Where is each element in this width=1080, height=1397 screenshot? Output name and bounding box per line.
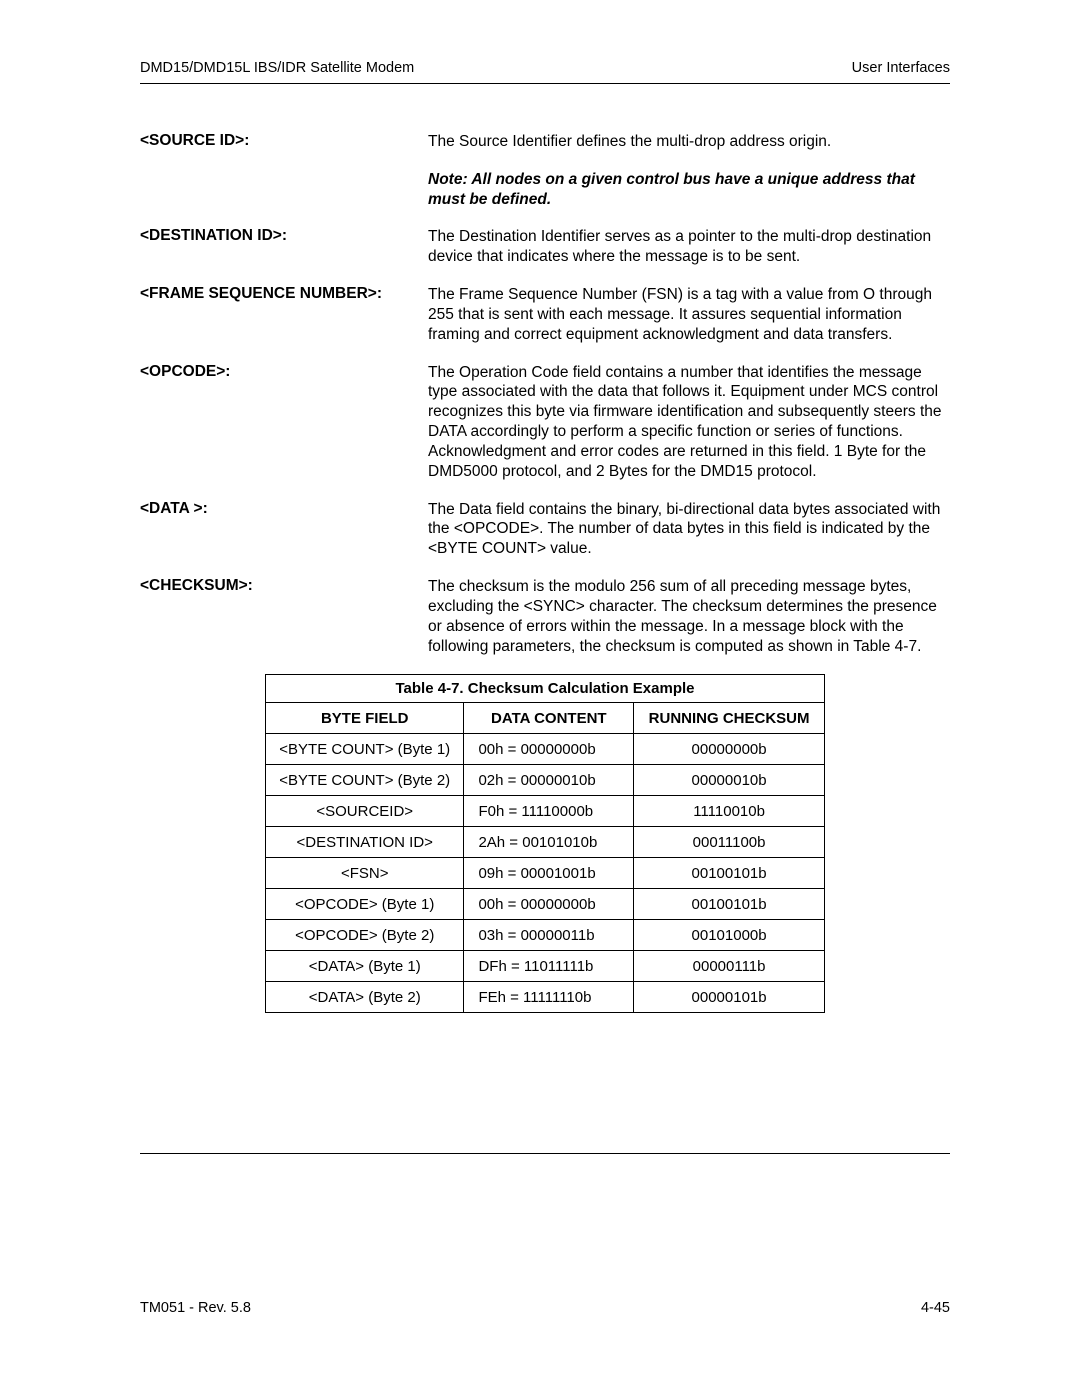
table-col-header: BYTE FIELD (266, 703, 464, 734)
table-cell: 00h = 00000000b (464, 734, 634, 765)
table-cell: <OPCODE> (Byte 2) (266, 920, 464, 951)
definition-label: <CHECKSUM>: (140, 577, 428, 595)
table-cell: <BYTE COUNT> (Byte 2) (266, 765, 464, 796)
table-cell: 09h = 00001001b (464, 858, 634, 889)
definition-frame-sequence: <FRAME SEQUENCE NUMBER>: The Frame Seque… (140, 285, 950, 344)
table-cell: 2Ah = 00101010b (464, 827, 634, 858)
table-row: <FSN>09h = 00001001b00100101b (266, 858, 825, 889)
definition-label: <OPCODE>: (140, 363, 428, 381)
table-cell: <DESTINATION ID> (266, 827, 464, 858)
footer-rule (140, 1153, 950, 1154)
table-row: <DATA> (Byte 2)FEh = 11111110b00000101b (266, 982, 825, 1013)
table-cell: 00100101b (634, 889, 825, 920)
definition-destination-id: <DESTINATION ID>: The Destination Identi… (140, 227, 950, 267)
table-row: <SOURCEID>F0h = 11110000b11110010b (266, 796, 825, 827)
table-cell: FEh = 11111110b (464, 982, 634, 1013)
table-cell: 03h = 00000011b (464, 920, 634, 951)
definition-label: <DATA >: (140, 500, 428, 518)
table-caption: Table 4-7. Checksum Calculation Example (265, 674, 825, 702)
definition-source-id: <SOURCE ID>: The Source Identifier defin… (140, 132, 950, 152)
footer-right: 4-45 (921, 1300, 950, 1316)
table-cell: <DATA> (Byte 1) (266, 951, 464, 982)
table-cell: <FSN> (266, 858, 464, 889)
definition-note-text: Note: All nodes on a given control bus h… (428, 170, 950, 210)
table-row: <BYTE COUNT> (Byte 2)02h = 00000010b0000… (266, 765, 825, 796)
footer-left: TM051 - Rev. 5.8 (140, 1300, 251, 1316)
definition-label: <DESTINATION ID>: (140, 227, 428, 245)
table-cell: F0h = 11110000b (464, 796, 634, 827)
definition-opcode: <OPCODE>: The Operation Code field conta… (140, 363, 950, 482)
definition-note: Note: All nodes on a given control bus h… (140, 170, 950, 210)
header-right: User Interfaces (852, 60, 950, 76)
definition-desc: The Data field contains the binary, bi-d… (428, 500, 950, 559)
table-col-header: RUNNING CHECKSUM (634, 703, 825, 734)
table-cell: 00000101b (634, 982, 825, 1013)
table-cell: 00011100b (634, 827, 825, 858)
table-cell: 00000000b (634, 734, 825, 765)
table-cell: DFh = 11011111b (464, 951, 634, 982)
table-row: <DATA> (Byte 1)DFh = 11011111b00000111b (266, 951, 825, 982)
definition-data: <DATA >: The Data field contains the bin… (140, 500, 950, 559)
definition-desc: The checksum is the modulo 256 sum of al… (428, 577, 950, 656)
definition-desc: The Destination Identifier serves as a p… (428, 227, 950, 267)
checksum-table: Table 4-7. Checksum Calculation Example … (265, 674, 825, 1013)
table-cell: 11110010b (634, 796, 825, 827)
checksum-table-container: Table 4-7. Checksum Calculation Example … (140, 674, 950, 1013)
table-cell: <OPCODE> (Byte 1) (266, 889, 464, 920)
header-rule (140, 83, 950, 84)
table-col-header: DATA CONTENT (464, 703, 634, 734)
table-row: <OPCODE> (Byte 2)03h = 00000011b00101000… (266, 920, 825, 951)
definition-label: <FRAME SEQUENCE NUMBER>: (140, 285, 428, 303)
table-cell: 00100101b (634, 858, 825, 889)
table-row: <DESTINATION ID>2Ah = 00101010b00011100b (266, 827, 825, 858)
table-cell: 00000111b (634, 951, 825, 982)
table-row: <BYTE COUNT> (Byte 1)00h = 00000000b0000… (266, 734, 825, 765)
definition-checksum: <CHECKSUM>: The checksum is the modulo 2… (140, 577, 950, 656)
definition-desc: The Frame Sequence Number (FSN) is a tag… (428, 285, 950, 344)
header-left: DMD15/DMD15L IBS/IDR Satellite Modem (140, 60, 414, 76)
table-cell: 00h = 00000000b (464, 889, 634, 920)
table-header-row: BYTE FIELD DATA CONTENT RUNNING CHECKSUM (266, 703, 825, 734)
page-footer: TM051 - Rev. 5.8 4-45 (140, 1294, 950, 1316)
table-cell: <SOURCEID> (266, 796, 464, 827)
table-cell: <BYTE COUNT> (Byte 1) (266, 734, 464, 765)
definition-label: <SOURCE ID>: (140, 132, 428, 150)
table-body: <BYTE COUNT> (Byte 1)00h = 00000000b0000… (266, 734, 825, 1013)
definition-desc: The Source Identifier defines the multi-… (428, 132, 950, 152)
definition-desc: The Operation Code field contains a numb… (428, 363, 950, 482)
table-cell: 02h = 00000010b (464, 765, 634, 796)
table-cell: 00101000b (634, 920, 825, 951)
document-page: DMD15/DMD15L IBS/IDR Satellite Modem Use… (0, 0, 1080, 1376)
definitions-list: <SOURCE ID>: The Source Identifier defin… (140, 132, 950, 656)
table-row: <OPCODE> (Byte 1)00h = 00000000b00100101… (266, 889, 825, 920)
page-header: DMD15/DMD15L IBS/IDR Satellite Modem Use… (140, 60, 950, 81)
table-cell: 00000010b (634, 765, 825, 796)
table-cell: <DATA> (Byte 2) (266, 982, 464, 1013)
